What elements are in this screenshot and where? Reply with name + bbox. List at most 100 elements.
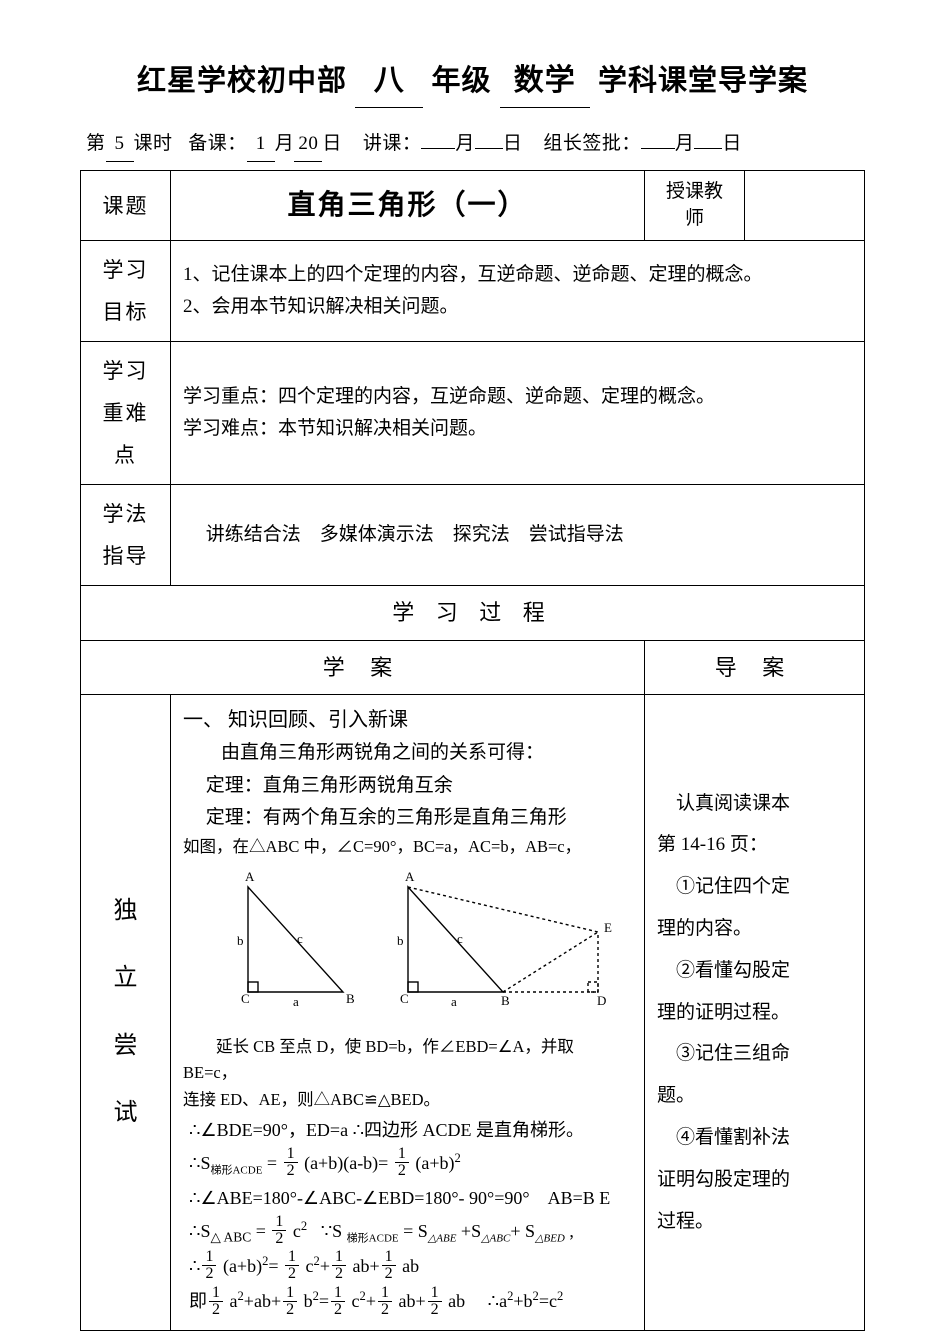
m1: 月 [275,133,295,154]
topic-title: 直角三角形（一） [183,182,632,230]
objectives-label: 学习 目标 [81,241,171,342]
grade-suffix: 年级 [431,65,491,97]
plus2: + [320,1256,330,1276]
kp-line-2: 学习难点：本节知识解决相关问题。 [183,413,852,445]
leader-day [694,147,722,149]
sub-trap: 梯形ACDE [210,1164,262,1176]
f-trapezoid: ∴S梯形ACDE = 12 (a+b)(a-b)= 12 (a+b)2 [189,1148,632,1181]
f-expand: ∴12 (a+b)2= 12 c2+12 ab+12 ab [189,1251,632,1284]
daoan-header: 导 案 [645,640,865,694]
content-p1: 由直角三角形两锐角之间的关系可得： [183,737,632,769]
m2: 月 [455,133,475,154]
svg-text:b: b [397,933,404,948]
s-sum: S [332,1221,347,1241]
ji: 即 [189,1291,207,1311]
therefore1: ∴ [189,1256,200,1276]
daoan-l11: 过程。 [657,1201,852,1243]
a2: a [225,1291,238,1311]
eq2: = [251,1221,270,1241]
obj-line-2: 2、会用本节知识解决相关问题。 [183,291,852,323]
triangle-diagrams: A C B b a c [213,867,632,1028]
kp-line-1: 学习重点：四个定理的内容，互逆命题、逆命题、定理的概念。 [183,381,852,413]
period-num: 5 [106,128,134,162]
subject-field: 数学 [500,55,590,108]
c2b: c [301,1256,314,1276]
d3: 日 [722,133,742,154]
f-abe: ∴∠ABE=180°-∠ABC-∠EBD=180°- 90°=90° AB=B … [189,1183,632,1214]
comma: , [565,1221,574,1241]
daoan-content: 认真阅读课本 第 14-16 页： ①记住四个定 理的内容。 ②看懂勾股定 理的… [645,695,865,1331]
svg-text:c: c [297,931,303,946]
lecture-label: 讲课： [363,133,422,154]
given-line: 如图，在△ABC 中，∠C=90°，BC=a，AC=b，AB=c， [183,834,632,860]
sub-bed: △BED [535,1232,565,1244]
ext-line-2: 连接 ED、AE，则△ABC≌△BED。 [183,1087,632,1113]
sym-s1: ∴S [189,1153,210,1173]
daoan-l9: ④看懂割补法 [657,1117,852,1159]
pab: +ab+ [244,1291,281,1311]
therefore2: ∴ [488,1291,499,1311]
fab2: ab [444,1291,466,1311]
m3: 月 [675,133,695,154]
methods-text: 讲练结合法 多媒体演示法 探究法 尝试指导法 [183,519,852,551]
xuean-header: 学 案 [81,640,645,694]
leader-label: 组长签批： [543,133,641,154]
period-suffix: 课时 [134,133,173,154]
d1: 日 [322,133,342,154]
res-c: =c [539,1291,557,1311]
daoan-l6: 理的证明过程。 [657,992,852,1034]
svg-text:B: B [501,993,510,1008]
sub-abe: △ABE [428,1232,457,1244]
s-abc-l: ∴S [189,1221,210,1241]
svg-text:c: c [457,931,463,946]
daoan-l7: ③记住三组命 [657,1033,852,1075]
ext-line-1: 延长 CB 至点 D，使 BD=b，作∠EBD=∠A，并取 BE=c， [183,1034,632,1087]
section-h1: 一、 知识回顾、引入新课 [183,703,632,737]
res-b: +b [513,1291,532,1311]
daoan-l5: ②看懂勾股定 [657,950,852,992]
svg-text:b: b [237,933,244,948]
theorem-2: 定理：有两个角互余的三角形是直角三角形 [183,802,632,834]
eq3: = [268,1256,283,1276]
svg-text:E: E [604,920,612,935]
topic-title-cell: 直角三角形（一） [171,171,645,241]
try-label: 独 立 尝 试 [81,695,171,1331]
prep-label: 备课： [188,133,247,154]
daoan-l2: 第 14-16 页： [657,824,852,866]
plus1: +S [456,1221,481,1241]
eq1: = [262,1153,281,1173]
f-bde: ∴∠BDE=90°，ED=a ∴四边形 ACDE 是直角梯形。 [189,1115,632,1146]
fab1: ab+ [394,1291,426,1311]
res-a: a [499,1291,507,1311]
sub-trap2: 梯形ACDE [347,1232,399,1244]
keypoints-cell: 学习重点：四个定理的内容，互逆命题、逆命题、定理的概念。 学习难点：本节知识解决… [171,342,865,485]
methods-label: 学法 指导 [81,485,171,586]
sub-abc2: △ABC [481,1232,510,1244]
ab1: ab [348,1256,370,1276]
meta-line: 第5课时 备课：1月20日 讲课：月日 组长签批：月日 [86,128,865,162]
teacher-blank-cell [745,171,865,241]
keypoints-label: 学习 重难点 [81,342,171,485]
title-prefix: 红星学校初中部 [137,65,347,97]
d2: 日 [503,133,523,154]
because: ∵ [321,1221,332,1241]
daoan-l8: 题。 [657,1075,852,1117]
f-sabc: ∴S△ ABC = 12 c2 ∵S 梯形ACDE = S△ABE +S△ABC… [189,1216,632,1250]
teacher-label-cell: 授课教师 [645,171,745,241]
b2: b [299,1291,313,1311]
daoan-l10: 证明勾股定理的 [657,1159,852,1201]
daoan-l3: ①记住四个定 [657,866,852,908]
main-grid: 课题 直角三角形（一） 授课教师 学习 目标 1、记住课本上的四个定理的内容，互… [80,170,865,1331]
daoan-l4: 理的内容。 [657,908,852,950]
svg-text:A: A [405,869,415,884]
daoan-l1: 认真阅读课本 [657,783,852,825]
svg-text:C: C [400,991,409,1006]
lecture-month [421,147,455,149]
svg-text:A: A [245,869,255,884]
lecture-day [475,147,503,149]
prep-day: 20 [294,128,322,162]
c2a: c [288,1221,301,1241]
xuean-content: 一、 知识回顾、引入新课 由直角三角形两锐角之间的关系可得： 定理：直角三角形两… [171,695,645,1331]
grade-field: 八 [355,55,423,108]
sub-abc: △ ABC [210,1229,251,1244]
